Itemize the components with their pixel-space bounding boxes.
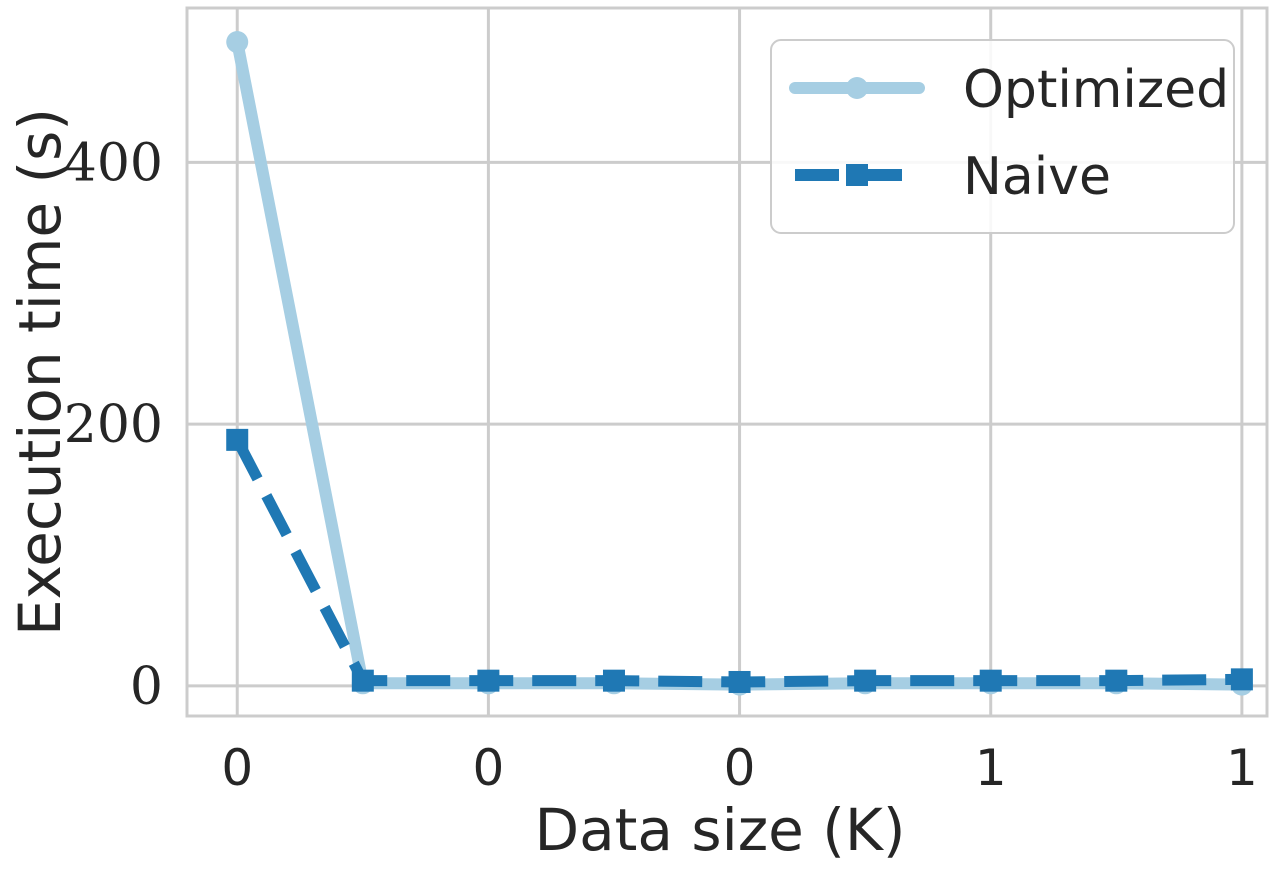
x-tick-label: 0 <box>221 739 253 797</box>
data-point-naive <box>351 669 374 692</box>
data-point-naive <box>226 428 249 451</box>
y-tick-label: 400 <box>64 133 163 193</box>
legend-marker-optimized <box>846 77 868 99</box>
data-point-naive <box>728 670 751 693</box>
x-tick-labels: 0 0 0 1 1 <box>221 739 1257 797</box>
data-point-naive <box>979 669 1002 692</box>
y-tick-label: 200 <box>64 395 163 455</box>
legend-entry-naive: Naive <box>795 147 1111 207</box>
y-axis-label: Execution time (s) <box>6 108 74 636</box>
plot-frame <box>185 6 1269 718</box>
x-tick-label: 0 <box>724 739 756 797</box>
data-point-naive <box>1105 669 1128 692</box>
y-tick-labels: 0 200 400 <box>64 133 163 716</box>
data-point-optimized <box>226 31 249 54</box>
legend-marker-naive <box>846 164 868 186</box>
data-point-naive <box>1230 668 1253 691</box>
legend-label-naive: Naive <box>963 147 1111 207</box>
series-layer <box>226 31 1253 696</box>
data-point-naive <box>602 669 625 692</box>
data-point-naive <box>477 669 500 692</box>
legend-label-optimized: Optimized <box>963 60 1229 120</box>
x-axis-label: Data size (K) <box>534 796 905 864</box>
x-tick-label: 1 <box>1226 739 1258 797</box>
legend: Optimized Naive <box>770 39 1235 234</box>
data-point-naive <box>854 669 877 692</box>
legend-entry-optimized: Optimized <box>789 60 1229 120</box>
y-tick-label: 0 <box>130 657 163 717</box>
x-tick-label: 1 <box>975 739 1007 797</box>
x-tick-label: 0 <box>472 739 504 797</box>
